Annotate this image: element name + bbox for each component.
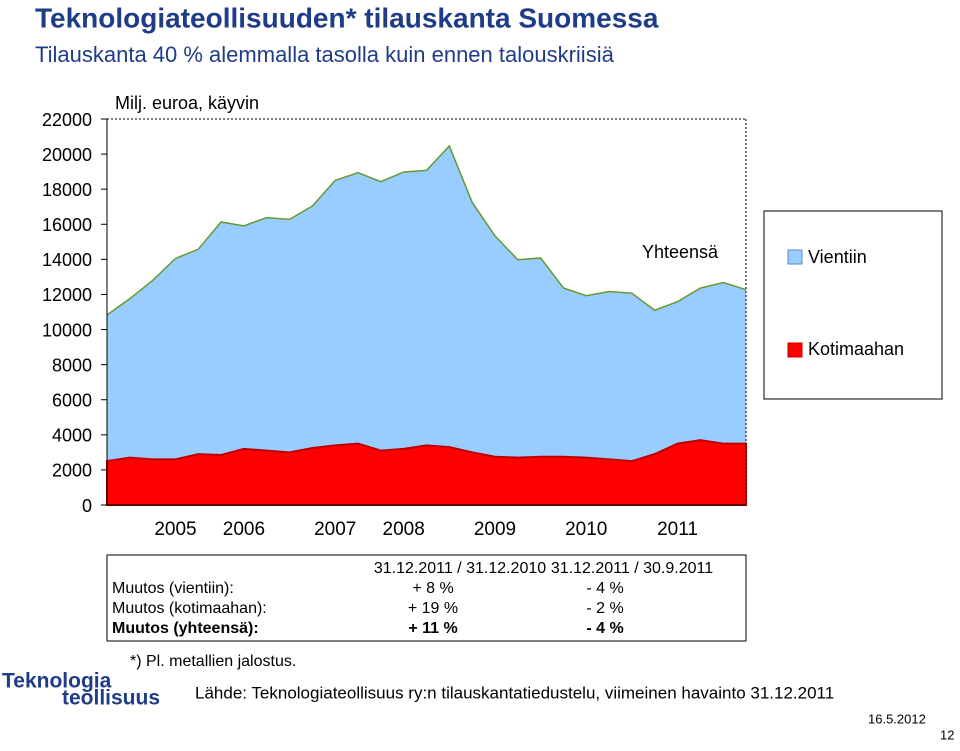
x-tick-label: 2008 (383, 519, 425, 540)
x-tick-label: 2010 (565, 519, 607, 540)
table-cell: - 2 % (586, 600, 623, 617)
y-tick-label: 16000 (42, 215, 92, 235)
y-tick-label: 18000 (42, 180, 92, 200)
page-number: 12 (940, 727, 954, 742)
total-line (106, 144, 747, 316)
table-box (106, 554, 747, 642)
y-tick-label: 8000 (52, 355, 92, 375)
y-tick-label: 12000 (42, 285, 92, 305)
logo: teollisuus (62, 687, 160, 710)
area (107, 146, 746, 462)
legend-box (763, 210, 943, 400)
table-cell: + 8 % (412, 580, 453, 597)
footnote: *) Pl. metallien jalostus. (130, 653, 296, 670)
area (106, 439, 747, 506)
y-tick-label: 22000 (42, 110, 92, 130)
date: 16.5.2012 (868, 711, 926, 726)
y-tick-label: 4000 (52, 426, 92, 446)
source: Lähde: Teknologiateollisuus ry:n tilausk… (195, 683, 834, 702)
y-tick-label: 0 (82, 496, 92, 516)
table-cell: + 19 % (408, 600, 458, 617)
table-cell: Muutos (kotimaahan): (112, 600, 267, 617)
table-cell: - 4 % (586, 620, 623, 637)
y-label: Milj. euroa, käyvin (115, 93, 259, 113)
table-header: 31.12.2011 / 31.12.2010 (374, 560, 546, 577)
legend-swatch (787, 249, 803, 265)
title: Teknologiateollisuuden* tilauskanta Suom… (35, 2, 659, 33)
table-header: 31.12.2011 / 30.9.2011 (551, 560, 713, 577)
table-cell: - 4 % (586, 580, 623, 597)
annotation: Yhteensä (642, 242, 719, 262)
y-tick-label: 20000 (42, 145, 92, 165)
x-tick-label: 2007 (314, 519, 356, 540)
x-tick-label: 2011 (657, 519, 698, 540)
subtitle: Tilauskanta 40 % alemmalla tasolla kuin … (35, 42, 615, 67)
table-cell: + 11 % (408, 620, 457, 637)
table-cell: Muutos (yhteensä): (112, 620, 259, 637)
y-tick-label: 10000 (42, 320, 92, 340)
x-tick-label: 2005 (154, 519, 196, 540)
y-tick-label: 2000 (52, 461, 92, 481)
y-tick-label: 6000 (52, 390, 92, 410)
logo: Teknologia (2, 670, 112, 693)
legend-swatch (787, 342, 803, 358)
legend-label: Vientiin (808, 247, 867, 267)
x-tick-label: 2009 (474, 519, 516, 540)
y-tick-label: 14000 (42, 250, 92, 270)
x-tick-label: 2006 (223, 519, 265, 540)
legend-label: Kotimaahan (808, 339, 904, 359)
table-cell: Muutos (vientiin): (112, 580, 234, 597)
